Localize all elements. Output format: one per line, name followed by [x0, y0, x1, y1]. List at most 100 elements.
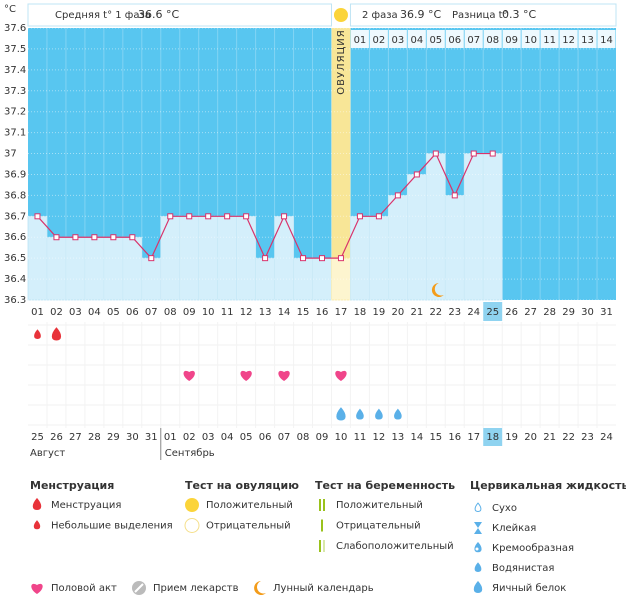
temp-point [34, 213, 41, 220]
date-label: 14 [410, 432, 423, 443]
temp-point [243, 213, 250, 220]
legend-label: Отрицательный [206, 521, 291, 532]
phase2-cell [426, 30, 445, 48]
x-tick-label: 20 [392, 307, 405, 318]
phase1-value: 36.6 °C [138, 8, 179, 21]
x-tick-label: 06 [126, 307, 139, 318]
temp-bar [84, 236, 105, 301]
date-label: 29 [107, 432, 120, 443]
temp-bar [65, 236, 86, 301]
x-tick-label: 01 [31, 307, 44, 318]
legend-icon [184, 518, 200, 533]
date-label: 10 [335, 432, 348, 443]
phase2-value: 36.9 °C [400, 8, 441, 21]
date-label: 04 [221, 432, 234, 443]
legend-icon [475, 547, 479, 551]
phase2-day: 04 [410, 35, 423, 46]
date-label: 05 [240, 432, 253, 443]
legend-icon [474, 522, 482, 534]
x-tick-label: 18 [354, 307, 367, 318]
date-label: 09 [316, 432, 329, 443]
date-label: 24 [600, 432, 613, 443]
y-tick-label: 36.7 [4, 211, 26, 222]
date-label: 30 [126, 432, 139, 443]
x-tick-label: 02 [50, 307, 63, 318]
temp-point [148, 255, 155, 262]
legend-label: Небольшие выделения [51, 521, 173, 532]
x-tick-label: 25 [486, 307, 499, 318]
phase2-day: 05 [429, 35, 442, 46]
y-tick-label: 37.5 [4, 44, 26, 55]
legend-icon [323, 540, 325, 552]
legend-title: Менструация [30, 479, 114, 492]
temp-point [337, 255, 344, 262]
temp-point [110, 234, 117, 241]
phase2-day: 01 [354, 35, 367, 46]
temp-point [167, 213, 174, 220]
date-label: 07 [278, 432, 291, 443]
legend-label: Половой акт [51, 583, 117, 594]
y-tick-label: 36.6 [4, 232, 26, 243]
legend-icon [31, 583, 43, 594]
date-label: 28 [88, 432, 101, 443]
legend-icon [32, 497, 42, 511]
phase2-day: 09 [505, 35, 518, 46]
legend-icon [33, 520, 41, 530]
legend-label: Кремообразная [492, 543, 574, 554]
legend-label: Водянистая [492, 563, 554, 574]
temp-point [451, 192, 458, 199]
intercourse [335, 370, 347, 381]
temp-bar [103, 236, 124, 301]
temp-bar [46, 236, 67, 301]
phase2-day: 02 [373, 35, 386, 46]
y-tick-label: 37.4 [4, 65, 26, 76]
date-label: 15 [429, 432, 442, 443]
temp-bar [350, 215, 370, 301]
legend-label: Прием лекарств [153, 583, 239, 594]
phase2-day: 07 [467, 35, 480, 46]
y-tick-label: 37.2 [4, 107, 26, 118]
temp-bar [407, 174, 427, 301]
date-label: 13 [392, 432, 405, 443]
cervical-watery [375, 408, 383, 420]
temp-point [186, 213, 193, 220]
date-label: 02 [183, 432, 196, 443]
month-label: Сентябрь [165, 448, 215, 459]
x-tick-label: 24 [467, 307, 480, 318]
x-tick-label: 09 [183, 307, 196, 318]
temp-bar [482, 153, 503, 301]
date-label: 11 [354, 432, 367, 443]
temp-point [319, 255, 325, 262]
legend-label: Яичный белок [492, 583, 566, 594]
x-tick-label: 08 [164, 307, 177, 318]
legend-icon [319, 540, 321, 552]
lunar-icon [431, 283, 444, 297]
y-tick-label: 36.4 [4, 274, 26, 285]
legend-label: Отрицательный [336, 521, 421, 532]
header-box [27, 3, 332, 27]
date-label: 16 [448, 432, 461, 443]
x-tick-label: 29 [562, 307, 575, 318]
x-tick-label: 12 [240, 307, 253, 318]
phase2-cell [388, 30, 407, 48]
date-label: 03 [202, 432, 215, 443]
x-tick-label: 05 [107, 307, 120, 318]
y-tick-label: 36.8 [4, 190, 26, 201]
phase2-label: 2 фаза [362, 10, 398, 21]
temp-point [470, 150, 477, 157]
month-label: Август [30, 448, 65, 459]
diff-value: 0.3 °C [502, 8, 536, 21]
temp-bar [444, 195, 465, 301]
x-tick-label: 27 [524, 307, 537, 318]
x-tick-label: 19 [373, 307, 386, 318]
temp-point [432, 150, 439, 157]
phase2-cell [350, 30, 369, 48]
temp-point [53, 234, 60, 241]
y-tick-label: 37.3 [4, 86, 26, 97]
legend-title: Цервикальная жидкость [470, 479, 626, 492]
phase2-cell [597, 30, 616, 48]
date-label: 17 [467, 432, 480, 443]
phase2-cell [578, 30, 597, 48]
legend-icon [134, 583, 144, 593]
